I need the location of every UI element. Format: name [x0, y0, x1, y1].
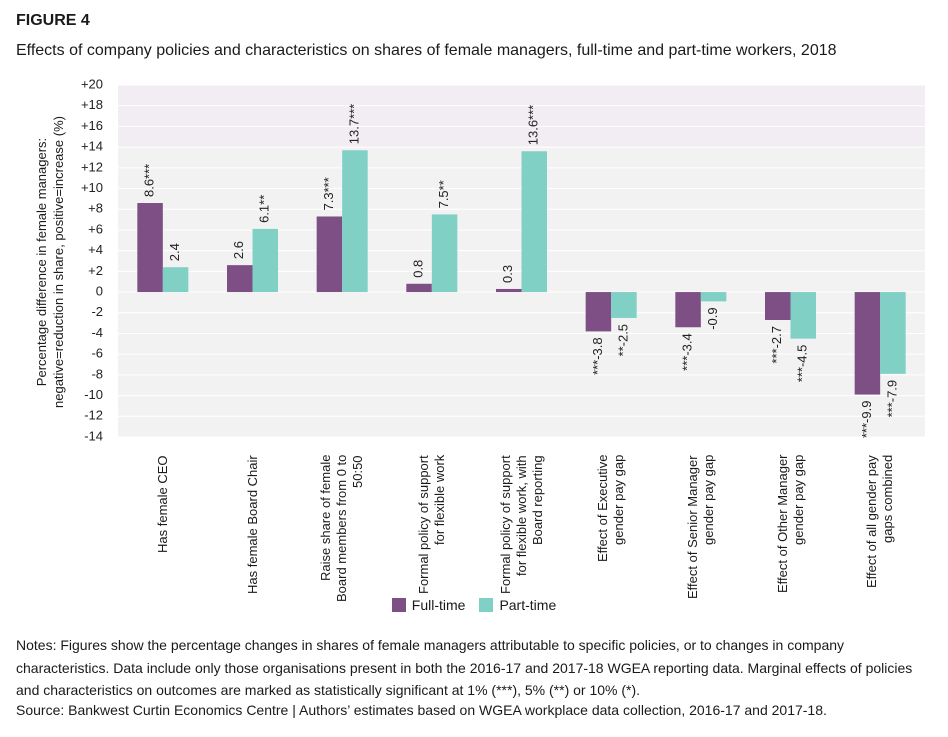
bar [316, 216, 343, 293]
bar [252, 228, 278, 293]
bar [342, 150, 368, 293]
y-tick-label: +20 [81, 76, 103, 91]
x-tick-label: Has female Board Chair [244, 455, 260, 594]
bar [406, 283, 432, 293]
data-label: 7.3*** [321, 177, 336, 210]
data-label: ***-3.8 [590, 337, 605, 375]
bar [880, 292, 906, 374]
x-tick-label: Effect of Other Manager gender pay gap [774, 455, 806, 594]
bar [496, 288, 522, 293]
data-label: ***-3.4 [680, 333, 695, 371]
source: Source: Bankwest Curtin Economics Centre… [16, 702, 827, 718]
y-tick-label: -10 [84, 387, 103, 402]
x-tick-label: Formal policy of support for flexible wo… [415, 455, 447, 594]
y-tick-label: +18 [81, 97, 103, 112]
y-tick-label: +12 [81, 159, 103, 174]
y-tick-label: +16 [81, 118, 103, 133]
data-label: 7.5** [436, 180, 451, 208]
bar [854, 292, 881, 395]
x-tick-label: Effect of Executive gender pay gap [595, 455, 627, 563]
bar [227, 265, 253, 293]
data-label: **-2.5 [615, 324, 630, 357]
y-tick-label: +8 [88, 201, 103, 216]
legend-label: Full-time [411, 597, 466, 613]
legend-item: Part-time [479, 597, 556, 613]
y-tick-label: -6 [91, 346, 103, 361]
x-tick-label: Formal policy of support for flexible wo… [497, 455, 545, 594]
bar [585, 292, 612, 332]
legend-swatch [391, 598, 406, 612]
bar [431, 214, 458, 293]
data-label: ***-2.7 [769, 326, 784, 364]
y-axis-label-line: Percentage difference in female managers… [34, 137, 49, 387]
y-tick-label: -14 [84, 428, 103, 443]
bar [700, 292, 727, 302]
data-label: 13.6*** [526, 105, 541, 145]
x-tick-label: Has female CEO [154, 455, 170, 553]
y-tick-label: +14 [81, 139, 103, 154]
data-label: -0.9 [705, 307, 720, 329]
y-tick-label: 0 [96, 283, 103, 298]
legend-label: Part-time [499, 597, 557, 613]
x-tick-label: Effect of all gender pay gaps combined [864, 455, 896, 588]
data-label: ***-9.9 [859, 401, 874, 439]
bar [675, 292, 701, 328]
bar [790, 292, 816, 339]
data-label: 8.6*** [142, 164, 157, 197]
y-tick-label: +4 [88, 242, 103, 257]
bar [765, 292, 791, 321]
data-label: 6.1** [257, 195, 272, 223]
y-tick-label: -4 [91, 325, 103, 340]
data-label: 13.7*** [346, 104, 361, 144]
data-label: ***-4.5 [795, 345, 810, 383]
chart-title: Effects of company policies and characte… [16, 42, 837, 59]
y-tick-label: +10 [81, 180, 103, 195]
y-axis-label-line: negative=reduction in share, positive=in… [51, 116, 66, 408]
y-tick-label: -2 [91, 304, 103, 319]
y-tick-label: +6 [88, 221, 103, 236]
y-axis-label: Percentage difference in female managers… [33, 92, 67, 432]
y-tick-label: +2 [88, 263, 103, 278]
data-label: ***-7.9 [884, 380, 899, 418]
data-label: 2.6 [231, 241, 246, 259]
figure-label: FIGURE 4 [16, 12, 90, 29]
legend-swatch [479, 598, 494, 612]
legend-item: Full-time [391, 597, 466, 613]
notes: Notes: Figures show the percentage chang… [16, 637, 913, 698]
y-tick-label: -8 [91, 366, 103, 381]
bar [611, 292, 637, 318]
bar [521, 151, 547, 293]
x-tick-label: Effect of Senior Manager gender pay gap [684, 455, 716, 599]
plot-band [118, 85, 925, 147]
legend: Full-time Part-time [0, 597, 948, 613]
x-tick-label: Raise share of female Board members from… [318, 455, 366, 603]
data-label: 0.8 [411, 260, 426, 278]
y-tick-label: -12 [84, 408, 103, 423]
data-label: 2.4 [167, 243, 182, 261]
bar [137, 203, 163, 293]
bar [162, 267, 189, 293]
data-label: 0.3 [500, 265, 515, 283]
